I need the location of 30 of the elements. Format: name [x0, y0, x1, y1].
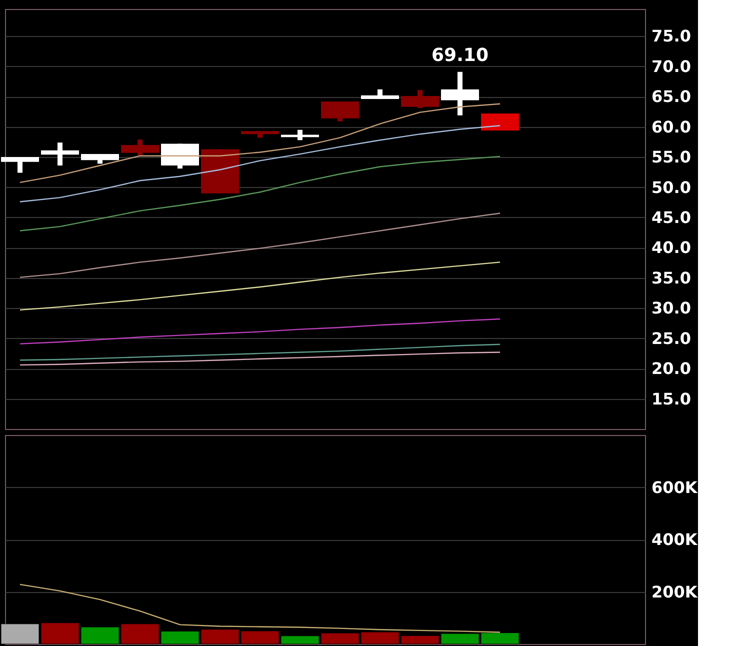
y-tick-label: 45.0 [652, 208, 691, 227]
line-series [19, 584, 501, 633]
y-tick-label: 65.0 [652, 87, 691, 106]
y-tick-label: 60.0 [652, 117, 691, 136]
candlestick [441, 72, 479, 116]
y-tick-label: 35.0 [652, 268, 691, 288]
y-tick-label: 75.0 [652, 26, 691, 46]
line-series [19, 262, 501, 311]
y-tick-label: 25.0 [652, 328, 691, 348]
line-series [19, 318, 501, 344]
y-tick-label: 15.0 [652, 389, 691, 408]
candlestick [41, 142, 79, 166]
y-tick-label: 20.0 [652, 359, 691, 378]
y-tick-label: 40.0 [652, 238, 691, 258]
candlestick [121, 140, 159, 156]
line-series [19, 352, 501, 366]
line-series [19, 344, 501, 361]
y-tick-label: 600K [652, 478, 698, 497]
annotation: 69.10 [432, 44, 488, 66]
candlestick [281, 130, 319, 140]
y-tick-label: 50.0 [652, 178, 691, 197]
y-tick-label: 400K [652, 530, 698, 549]
y-tick-label: 30.0 [652, 298, 691, 318]
line-series [19, 212, 501, 278]
y-tick-label: 200K [652, 582, 698, 602]
y-tick-label: 55.0 [652, 148, 691, 167]
line-series [19, 156, 501, 232]
line-series [19, 103, 501, 184]
line-series [19, 125, 501, 202]
y-tick-label: 70.0 [652, 56, 691, 76]
